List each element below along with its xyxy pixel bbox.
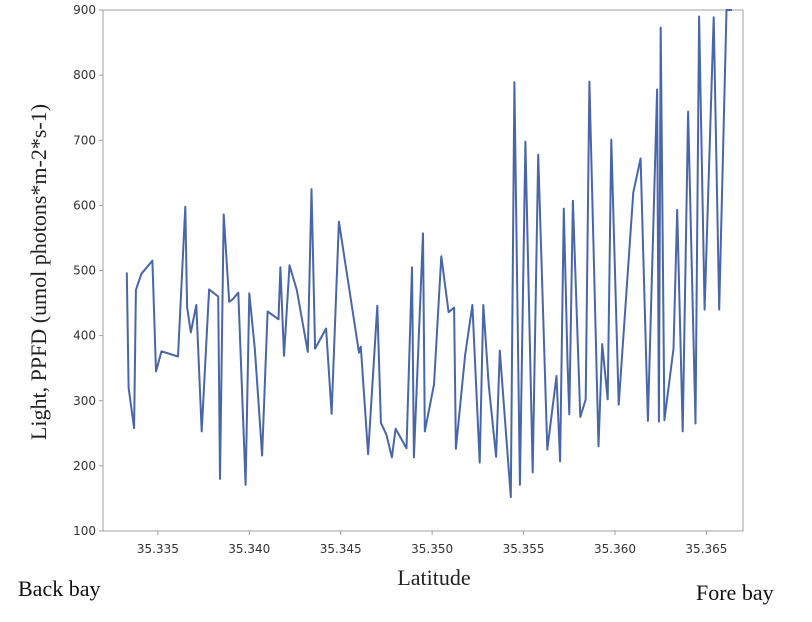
- y-tick-label: 600: [73, 198, 96, 212]
- x-tick-label: 35.360: [594, 542, 636, 556]
- fore-bay-label: Fore bay: [696, 580, 774, 605]
- y-tick-label: 500: [73, 264, 96, 278]
- x-tick-label: 35.340: [228, 542, 270, 556]
- x-tick-label: 35.335: [137, 542, 179, 556]
- y-tick-label: 900: [73, 3, 96, 17]
- y-tick-label: 300: [73, 394, 96, 408]
- y-tick-label: 400: [73, 329, 96, 343]
- x-tick-label: 35.365: [685, 542, 727, 556]
- y-tick-label: 100: [73, 524, 96, 538]
- y-axis-title: Light, PPFD (umol photons*m-2*s-1): [26, 104, 51, 440]
- x-tick-label: 35.345: [320, 542, 362, 556]
- back-bay-label: Back bay: [18, 576, 101, 601]
- x-tick-label: 35.350: [411, 542, 453, 556]
- y-tick-label: 700: [73, 133, 96, 147]
- y-tick-label: 200: [73, 459, 96, 473]
- series-line: [125, 9, 732, 499]
- y-axis-ticks: 100 200 300 400 500 600 700 800 900: [73, 3, 103, 538]
- x-tick-label: 35.355: [503, 542, 545, 556]
- x-axis-ticks: 35.335 35.340 35.345 35.350 35.355 35.360 35.3…: [137, 531, 727, 556]
- y-tick-label: 800: [73, 68, 96, 82]
- x-axis-title: Latitude: [397, 565, 470, 590]
